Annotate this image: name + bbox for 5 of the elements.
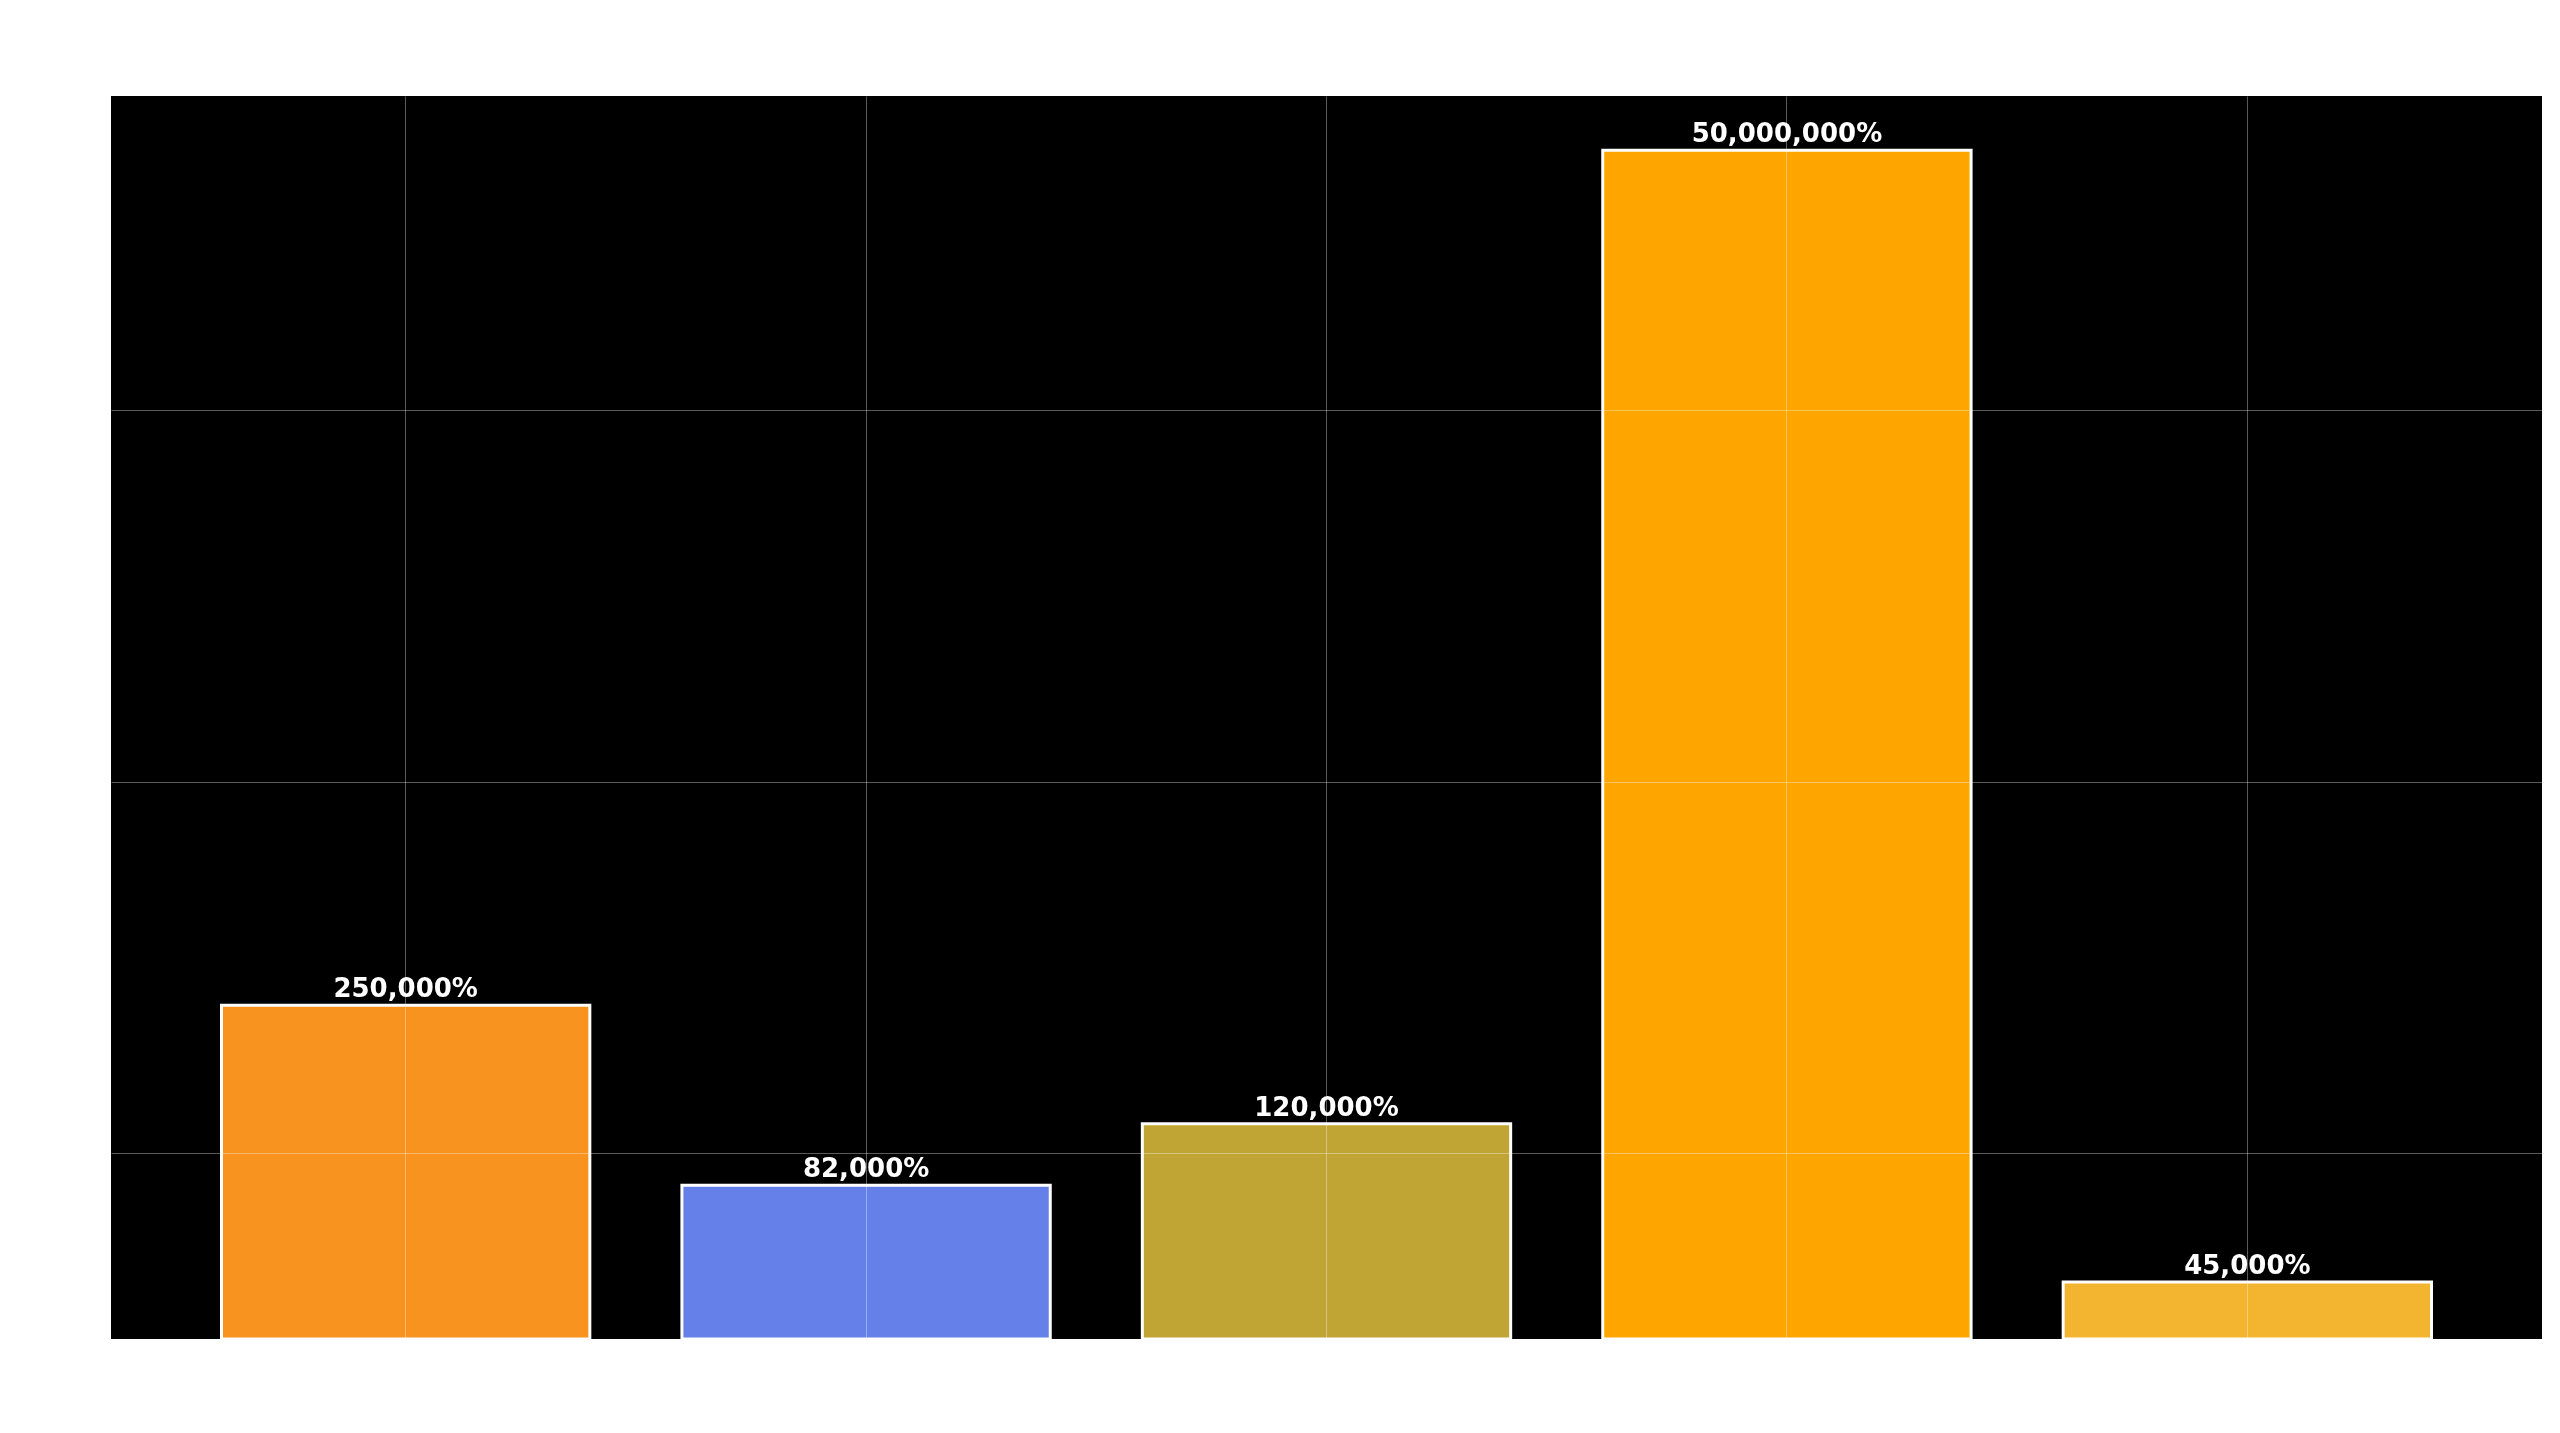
data-label: 250,000% <box>333 973 478 1004</box>
data-label: 120,000% <box>1254 1091 1399 1122</box>
data-label: 45,000% <box>2184 1250 2311 1281</box>
data-label: 50,000,000% <box>1691 118 1883 149</box>
data-label: 82,000% <box>802 1153 930 1184</box>
